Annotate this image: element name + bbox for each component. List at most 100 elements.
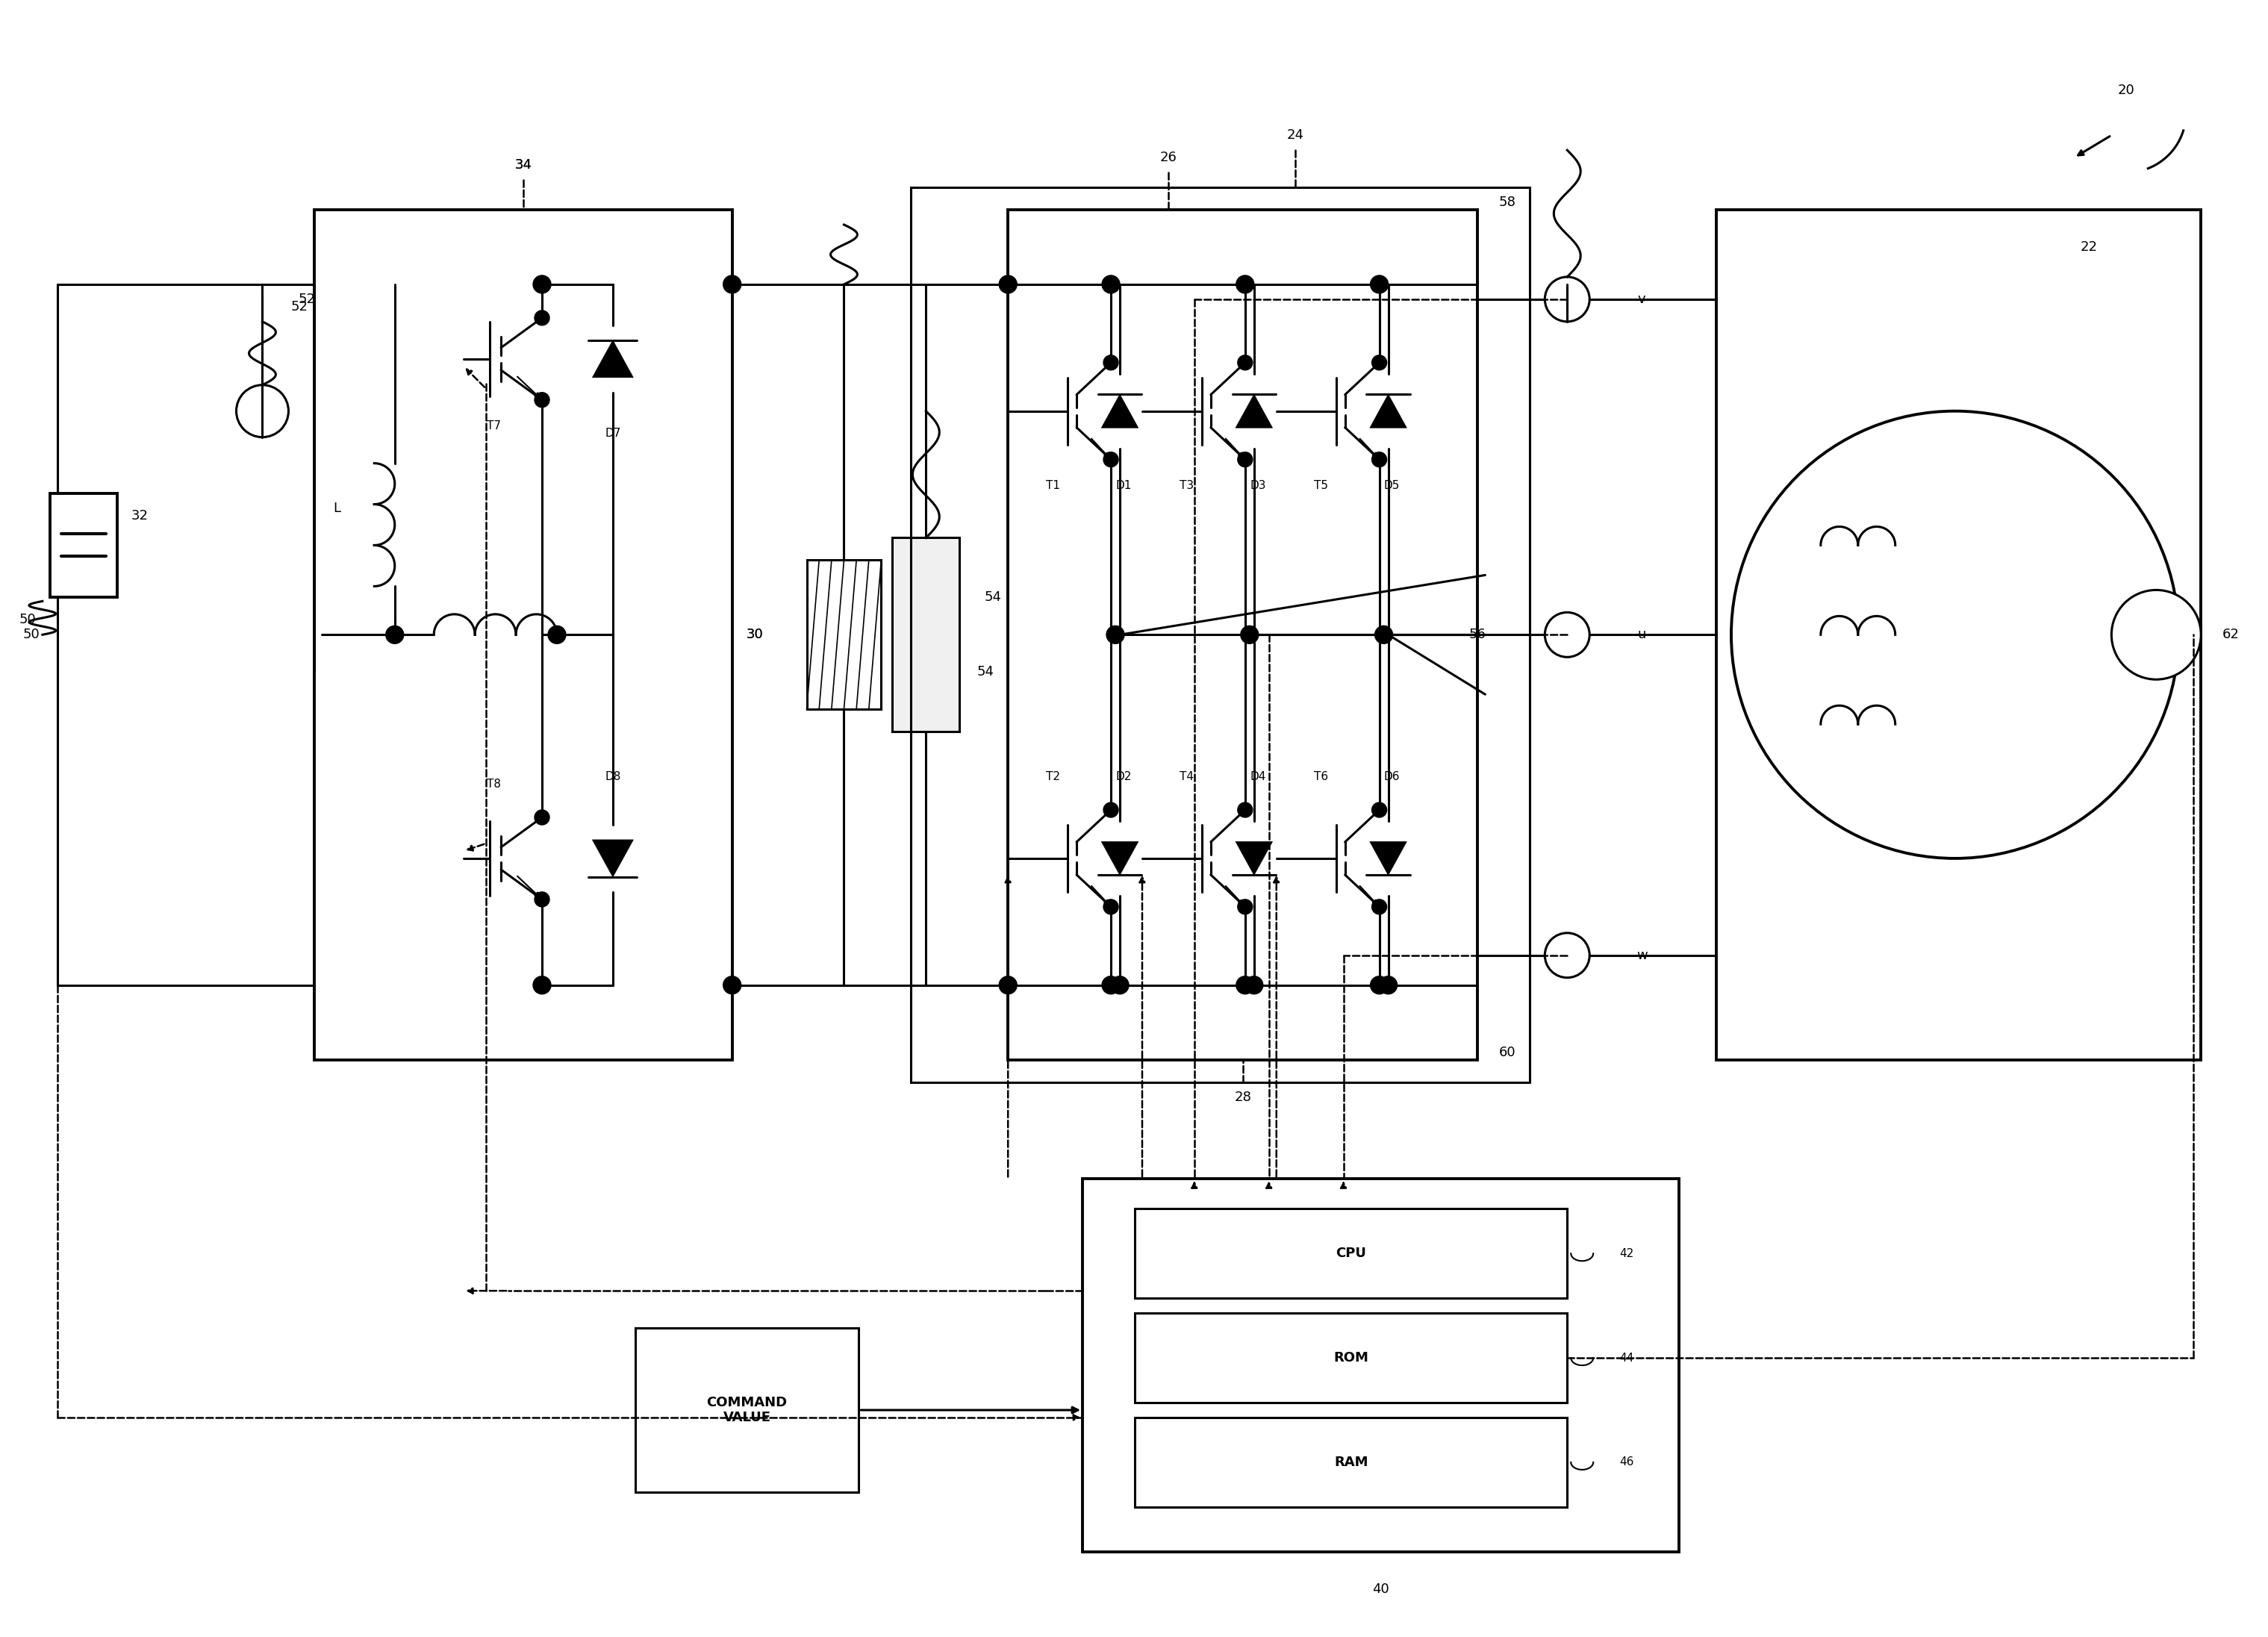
Circle shape (998, 976, 1016, 994)
Text: L: L (333, 501, 340, 514)
Text: u: u (1637, 629, 1647, 642)
Circle shape (535, 311, 549, 326)
Circle shape (236, 385, 288, 437)
Circle shape (1545, 277, 1590, 321)
Polygon shape (1236, 395, 1272, 427)
Text: 52: 52 (290, 300, 308, 313)
Text: 54: 54 (984, 591, 1002, 604)
Polygon shape (592, 840, 633, 877)
Text: 46: 46 (1619, 1457, 1633, 1468)
Text: 42: 42 (1619, 1247, 1633, 1259)
Text: RAM: RAM (1334, 1455, 1368, 1468)
Text: 30: 30 (746, 629, 762, 642)
Text: 20: 20 (2118, 83, 2134, 97)
Text: w: w (1635, 948, 1647, 963)
Text: 26: 26 (1159, 151, 1177, 164)
Text: T3: T3 (1179, 480, 1193, 491)
Text: 32: 32 (132, 509, 147, 522)
Text: 62: 62 (2223, 629, 2239, 642)
Polygon shape (1370, 395, 1406, 427)
Text: 52: 52 (299, 293, 315, 306)
Text: 60: 60 (1499, 1046, 1515, 1059)
Circle shape (1372, 355, 1386, 370)
Circle shape (1372, 802, 1386, 817)
Circle shape (1105, 802, 1118, 817)
Text: 54: 54 (978, 665, 993, 679)
Circle shape (1370, 275, 1388, 293)
Text: D6: D6 (1383, 771, 1399, 782)
Circle shape (1379, 976, 1397, 994)
Circle shape (535, 393, 549, 408)
Text: D7: D7 (606, 427, 621, 439)
Bar (912, 187, 1531, 1082)
Circle shape (1105, 899, 1118, 915)
Polygon shape (592, 340, 633, 378)
Bar (50, 493, 118, 598)
Circle shape (1238, 452, 1252, 467)
Text: 44: 44 (1619, 1352, 1633, 1364)
Polygon shape (1102, 395, 1139, 427)
Text: v: v (1637, 293, 1647, 306)
Circle shape (1372, 899, 1386, 915)
Circle shape (1370, 976, 1388, 994)
Text: ROM: ROM (1334, 1351, 1368, 1365)
Circle shape (535, 810, 549, 825)
Circle shape (998, 275, 1016, 293)
Circle shape (1372, 452, 1386, 467)
Text: T1: T1 (1046, 480, 1059, 491)
Text: 50: 50 (18, 614, 36, 627)
Text: 34: 34 (515, 159, 533, 172)
Text: T2: T2 (1046, 771, 1059, 782)
Bar (1134, 1418, 1567, 1508)
Text: T5: T5 (1313, 480, 1329, 491)
Bar (1082, 1179, 1678, 1552)
Text: 50: 50 (23, 629, 41, 642)
Bar (1134, 1313, 1567, 1403)
Bar (1717, 210, 2200, 1059)
Text: 40: 40 (1372, 1583, 1390, 1596)
Circle shape (1107, 625, 1125, 643)
Circle shape (535, 892, 549, 907)
Circle shape (1236, 976, 1254, 994)
Text: T4: T4 (1179, 771, 1193, 782)
Text: 34: 34 (515, 159, 533, 172)
Circle shape (723, 275, 742, 293)
Text: 24: 24 (1286, 129, 1304, 142)
Circle shape (386, 625, 404, 643)
Circle shape (533, 275, 551, 293)
Circle shape (1238, 355, 1252, 370)
Bar (807, 560, 882, 709)
Text: D4: D4 (1250, 771, 1266, 782)
Circle shape (1545, 933, 1590, 977)
Text: 22: 22 (2080, 241, 2098, 254)
Circle shape (549, 625, 565, 643)
Circle shape (2112, 589, 2200, 679)
Text: D5: D5 (1383, 480, 1399, 491)
Text: T7: T7 (485, 421, 501, 432)
Circle shape (1236, 275, 1254, 293)
Text: 56: 56 (1470, 629, 1486, 642)
Text: COMMAND
VALUE: COMMAND VALUE (708, 1396, 787, 1424)
Text: 58: 58 (1499, 195, 1515, 210)
Text: T6: T6 (1313, 771, 1329, 782)
Text: T8: T8 (485, 778, 501, 789)
Circle shape (1238, 802, 1252, 817)
Bar (1007, 210, 1479, 1059)
Text: CPU: CPU (1336, 1247, 1365, 1260)
Circle shape (1111, 976, 1129, 994)
Bar (635, 1328, 860, 1491)
Bar (315, 210, 733, 1059)
Circle shape (1105, 452, 1118, 467)
Polygon shape (1370, 841, 1406, 876)
Circle shape (533, 976, 551, 994)
Text: D2: D2 (1116, 771, 1132, 782)
Bar (1134, 1208, 1567, 1298)
Circle shape (1245, 976, 1263, 994)
Circle shape (1545, 612, 1590, 656)
Circle shape (723, 976, 742, 994)
Circle shape (1374, 625, 1393, 643)
Text: 30: 30 (746, 629, 762, 642)
Text: D8: D8 (606, 771, 621, 782)
Text: D1: D1 (1116, 480, 1132, 491)
Bar (891, 539, 959, 732)
